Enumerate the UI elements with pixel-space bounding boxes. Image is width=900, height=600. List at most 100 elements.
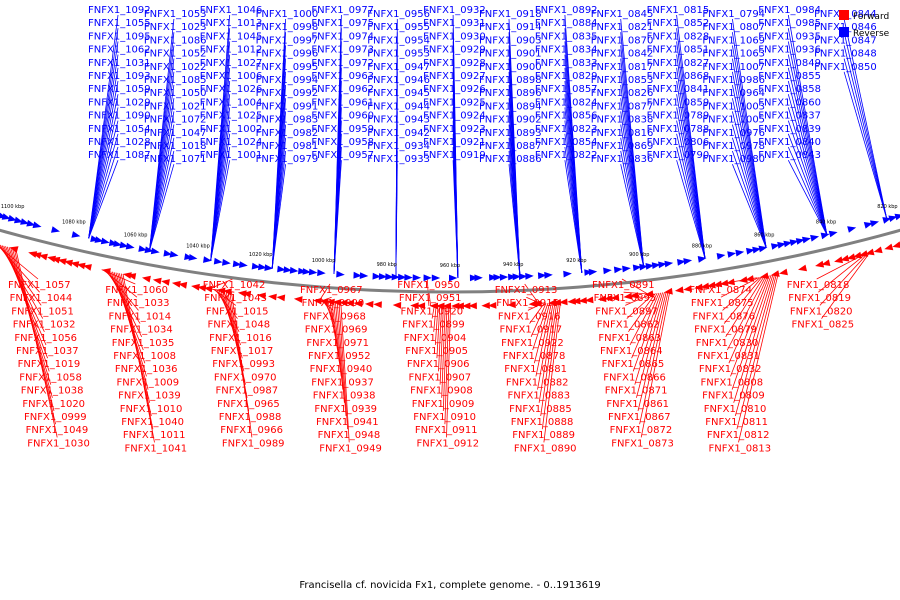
forward-gene-label: FNFX1_1016 bbox=[209, 333, 272, 344]
reverse-connector-line bbox=[732, 137, 767, 248]
forward-gene-label: FNFX1_0922 bbox=[501, 338, 564, 349]
forward-connector-line bbox=[722, 276, 761, 311]
reverse-gene-arrow bbox=[94, 236, 104, 243]
forward-gene-arrow bbox=[216, 287, 226, 295]
reverse-gene-label: FNFX1_1054 bbox=[88, 124, 151, 135]
reverse-connector-line bbox=[210, 146, 231, 261]
reverse-gene-label: FNFX1_0960 bbox=[311, 111, 374, 122]
legend-swatch-reverse bbox=[839, 27, 849, 37]
reverse-gene-label: FNFX1_0982 bbox=[256, 128, 319, 139]
reverse-gene-label: FNFX1_1005 bbox=[702, 115, 765, 126]
reverse-gene-label: FNFX1_0975 bbox=[311, 18, 374, 29]
forward-gene-arrow bbox=[436, 302, 445, 310]
reverse-gene-arrow bbox=[32, 221, 42, 229]
reverse-gene-label: FNFX1_0902 bbox=[479, 115, 542, 126]
reverse-gene-label: FNFX1_0856 bbox=[535, 111, 598, 122]
reverse-connector-line bbox=[843, 58, 888, 220]
reverse-gene-arrow bbox=[412, 274, 422, 281]
reverse-gene-label: FNFX1_1018 bbox=[144, 141, 207, 152]
reverse-gene-arrow bbox=[537, 272, 547, 280]
reverse-gene-label: FNFX1_0929 bbox=[423, 45, 486, 56]
reverse-gene-label: FNFX1_0935 bbox=[758, 31, 821, 42]
forward-gene-label: FNFX1_0911 bbox=[415, 425, 478, 436]
forward-gene-arrow bbox=[127, 273, 137, 280]
reverse-gene-arrow bbox=[423, 274, 432, 282]
reverse-connector-line bbox=[787, 41, 828, 235]
reverse-connector-line bbox=[843, 32, 888, 220]
forward-gene-arrow bbox=[852, 251, 862, 259]
reverse-gene-arrow bbox=[645, 263, 655, 270]
reverse-gene-label: FNFX1_0835 bbox=[535, 31, 598, 42]
reverse-gene-label: FNFX1_0840 bbox=[758, 137, 821, 148]
reverse-gene-arrow bbox=[359, 272, 369, 279]
reverse-gene-label: FNFX1_0998 bbox=[256, 22, 319, 33]
forward-gene-arrow bbox=[122, 272, 132, 279]
reverse-gene-arrow bbox=[7, 214, 17, 222]
reverse-gene-arrow bbox=[493, 274, 502, 281]
forward-gene-arrow bbox=[683, 285, 693, 292]
reverse-connector-line bbox=[88, 120, 119, 239]
forward-gene-label: FNFX1_0967 bbox=[300, 285, 363, 296]
reverse-gene-label: FNFX1_0834 bbox=[535, 45, 598, 56]
reverse-connector-line bbox=[676, 120, 706, 259]
forward-connector-line bbox=[433, 305, 437, 332]
reverse-gene-label: FNFX1_0997 bbox=[256, 35, 319, 46]
forward-gene-label: FNFX1_0819 bbox=[788, 293, 851, 304]
reverse-gene-arrow bbox=[449, 274, 458, 282]
forward-gene-arrow bbox=[644, 290, 654, 298]
reverse-gene-label: FNFX1_0974 bbox=[311, 31, 374, 42]
reverse-gene-label: FNFX1_1023 bbox=[144, 22, 207, 33]
reverse-gene-label: FNFX1_1093 bbox=[88, 71, 151, 82]
reverse-gene-arrow bbox=[51, 226, 60, 233]
scale-ticks: 1100 kbp 1080 kbp 1060 kbp 1040 kbp 1020 kbp… bbox=[1, 204, 898, 269]
forward-gene-arrow bbox=[548, 299, 557, 306]
forward-connector-line bbox=[640, 291, 671, 438]
reverse-gene-label: FNFX1_0849 bbox=[758, 58, 821, 69]
reverse-gene-label: FNFX1_0788 bbox=[647, 124, 710, 135]
reverse-gene-arrow bbox=[353, 271, 362, 279]
forward-connector-line bbox=[728, 275, 768, 364]
forward-gene-label: FNFX1_1011 bbox=[123, 430, 186, 441]
reverse-gene-label: FNFX1_0984 bbox=[758, 5, 821, 16]
reverse-gene-arrow bbox=[563, 270, 572, 278]
reverse-gene-label: FNFX1_0945 bbox=[367, 88, 430, 99]
reverse-gene-label: FNFX1_1003 bbox=[702, 101, 765, 112]
reverse-gene-label: FNFX1_0931 bbox=[423, 18, 486, 29]
forward-gene-label: FNFX1_1037 bbox=[16, 346, 79, 357]
map-caption: Francisella cf. novicida Fx1, complete g… bbox=[299, 580, 600, 591]
reverse-gene-label: FNFX1_1031 bbox=[88, 58, 151, 69]
reverse-connector-line bbox=[149, 137, 175, 251]
reverse-gene-label: FNFX1_0827 bbox=[647, 58, 710, 69]
reverse-gene-label: FNFX1_1007 bbox=[702, 62, 765, 73]
forward-gene-arrow bbox=[859, 250, 869, 257]
genome-ring bbox=[0, 228, 900, 294]
forward-gene-label: FNFX1_0908 bbox=[410, 386, 473, 397]
reverse-connector-line bbox=[620, 150, 644, 267]
forward-gene-label: FNFX1_0905 bbox=[405, 346, 468, 357]
forward-gene-label: FNFX1_0951 bbox=[399, 293, 462, 304]
reverse-gene-label: FNFX1_1052 bbox=[144, 49, 207, 60]
reverse-gene-arrow bbox=[163, 249, 173, 257]
forward-connector-line bbox=[632, 292, 662, 372]
forward-gene-label: FNFX1_1009 bbox=[117, 377, 180, 388]
forward-gene-arrow bbox=[846, 253, 856, 260]
forward-gene-arrow bbox=[892, 241, 900, 248]
reverse-gene-arrow bbox=[289, 266, 299, 274]
reverse-gene-arrow bbox=[239, 261, 248, 268]
forward-connector-line bbox=[209, 278, 233, 290]
reverse-gene-arrow bbox=[882, 217, 892, 224]
reverse-gene-label: FNFX1_0848 bbox=[814, 49, 877, 60]
reverse-gene-arrow bbox=[431, 274, 441, 282]
gene-labels: FNFX1_1092 FNFX1_1055 FNFX1_1095 FNFX1_1062… bbox=[8, 5, 877, 454]
reverse-gene-label: FNFX1_0972 bbox=[311, 58, 374, 69]
reverse-gene-arrow bbox=[283, 266, 293, 273]
forward-gene-label: FNFX1_1017 bbox=[211, 346, 274, 357]
forward-gene-label: FNFX1_1010 bbox=[120, 404, 183, 415]
forward-connector-line bbox=[541, 302, 559, 430]
reverse-gene-label: FNFX1_1029 bbox=[88, 97, 151, 108]
forward-gene-arrow bbox=[597, 295, 607, 303]
reverse-gene-arrow bbox=[385, 273, 394, 281]
forward-gene-label: FNFX1_0915 bbox=[496, 298, 559, 309]
forward-connector-line bbox=[540, 302, 558, 417]
reverse-gene-label: FNFX1_0919 bbox=[423, 150, 486, 161]
